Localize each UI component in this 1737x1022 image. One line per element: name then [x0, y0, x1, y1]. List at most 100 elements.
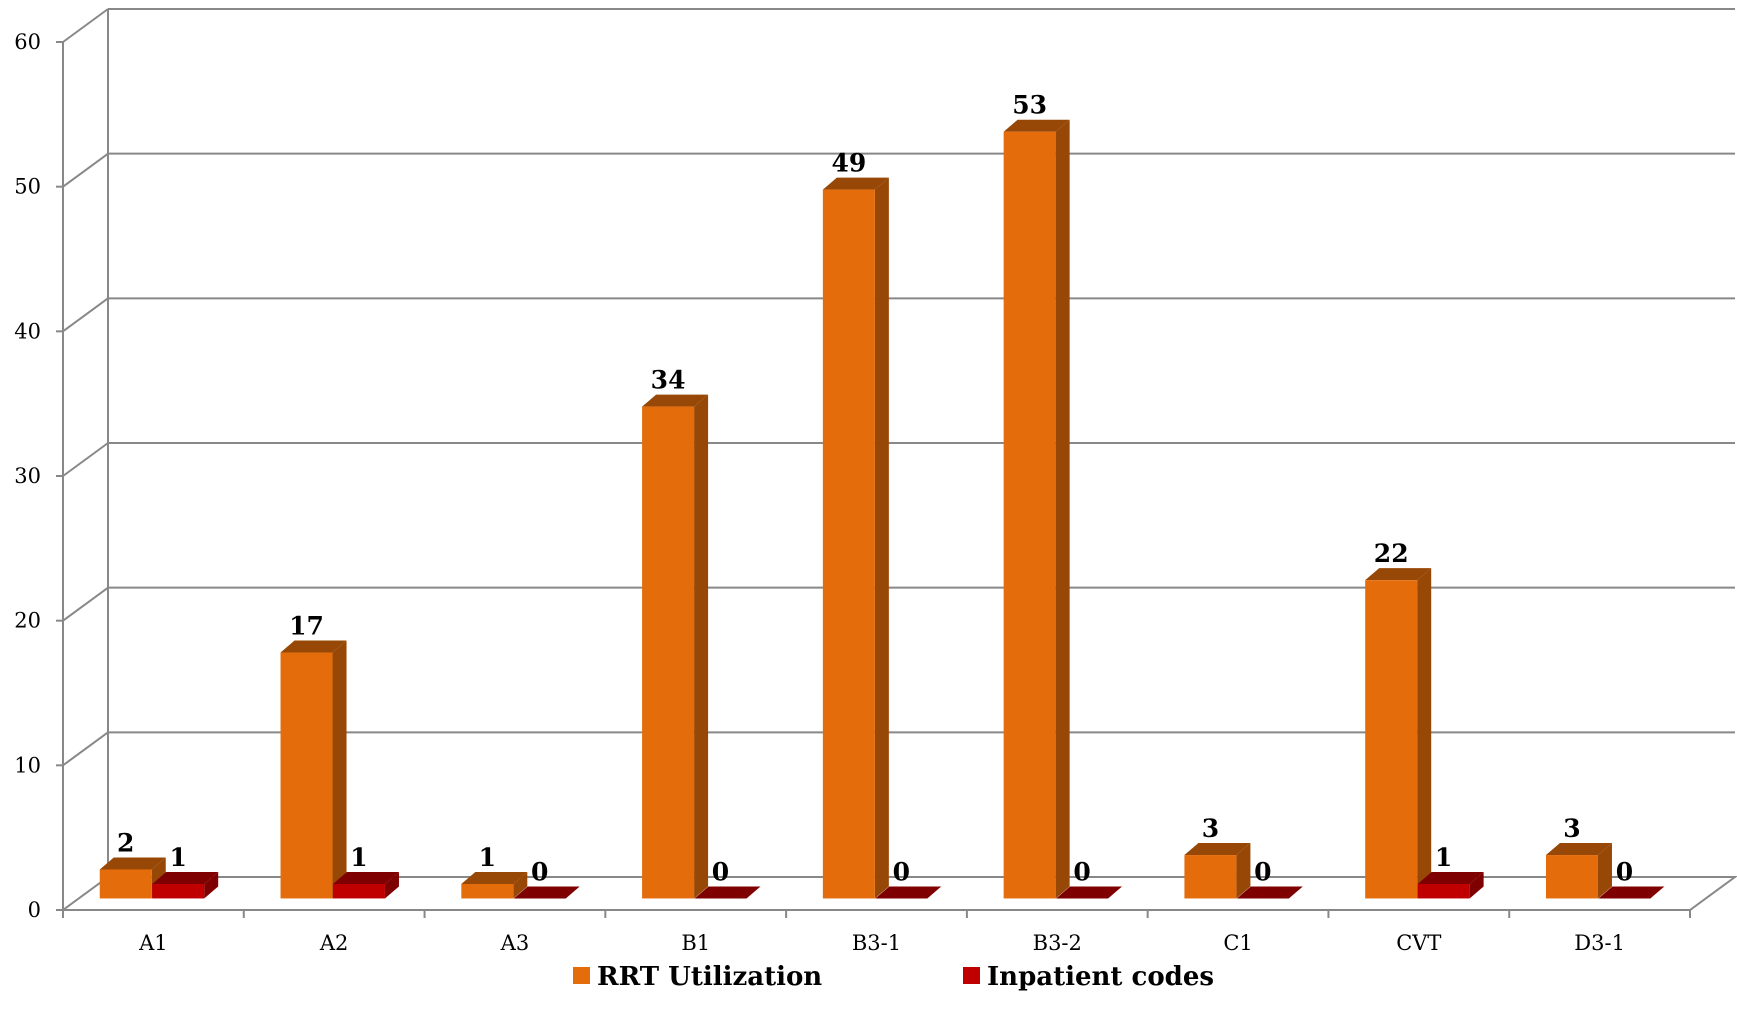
bar-rrt-c1: [1184, 843, 1251, 899]
bar-top: [822, 177, 889, 190]
bar-rrt-b3-2: [1003, 119, 1070, 899]
y-tick-label: 40: [14, 319, 41, 343]
bar-inpatient-c1: [1236, 886, 1303, 899]
y-tick-label: 0: [28, 898, 41, 922]
bar-top: [152, 871, 219, 884]
y-tick-label: 50: [14, 175, 41, 199]
bar-side: [1597, 843, 1612, 899]
data-label: 3: [1202, 814, 1219, 843]
bar-side: [874, 177, 889, 899]
bar-front: [1417, 883, 1470, 899]
data-label: 0: [1254, 857, 1271, 886]
bar-inpatient-b3-2: [1056, 886, 1123, 899]
bar-rrt-b3-1: [822, 177, 889, 899]
bar-top: [1003, 119, 1070, 132]
bar-top: [1365, 568, 1432, 581]
x-tick-label: B3-2: [1033, 931, 1082, 955]
bar-side: [694, 394, 709, 899]
legend-swatch: [573, 967, 590, 984]
bar-inpatient-cvt: [1417, 871, 1484, 899]
bar-side: [1417, 568, 1432, 899]
bar-rrt-d3-1: [1545, 843, 1612, 899]
legend-swatch: [963, 967, 980, 984]
bar-inpatient-b1: [694, 886, 761, 899]
x-tick-label: A1: [138, 931, 168, 955]
bar-front: [642, 406, 695, 899]
bar-top: [461, 871, 528, 884]
data-label: 17: [289, 612, 324, 641]
bar-top: [1056, 886, 1123, 899]
bar-side: [384, 871, 399, 899]
bar-top: [694, 886, 761, 899]
bar-side: [1055, 119, 1070, 899]
gridline-side: [62, 586, 109, 622]
bar-side: [332, 640, 347, 899]
data-label: 1: [1435, 843, 1452, 872]
x-tick-label: CVT: [1396, 931, 1441, 955]
bar-side: [513, 871, 528, 899]
x-tick-label: D3-1: [1574, 931, 1625, 955]
bar-front: [461, 883, 514, 899]
bar-top: [642, 394, 709, 407]
bar-rrt-cvt: [1365, 568, 1432, 899]
data-label: 0: [1073, 857, 1090, 886]
bar-front: [1545, 855, 1598, 899]
data-label: 22: [1374, 539, 1409, 568]
data-labels: 2 17 1 34 49 53 3 22 3 1 1 0 0 0 0 0 1 0: [117, 91, 1633, 887]
bar-front: [1184, 855, 1237, 899]
bar-side: [204, 871, 219, 899]
legend-item-inpatient-codes: Inpatient codes: [963, 962, 1214, 992]
bar-front: [99, 869, 152, 899]
bar-rrt-b1: [642, 394, 709, 899]
y-tick-label: 20: [14, 609, 41, 633]
x-tick-label: C1: [1223, 931, 1252, 955]
data-label: 34: [651, 366, 686, 395]
bar-front: [1365, 580, 1418, 899]
bars: [99, 119, 1665, 899]
legend-label: Inpatient codes: [987, 962, 1214, 992]
data-label: 1: [479, 843, 496, 872]
x-tick-label: A3: [500, 931, 530, 955]
bar-rrt-a2: [280, 640, 347, 899]
data-label: 0: [712, 857, 729, 886]
gridline-side: [62, 8, 109, 43]
bar-side: [1236, 843, 1251, 899]
bar-front: [152, 883, 205, 899]
bar-rrt-a3: [461, 871, 528, 899]
bar-inpatient-a2: [332, 871, 399, 899]
bar-top: [1417, 871, 1484, 884]
bar-side: [1469, 871, 1484, 899]
data-label: 1: [169, 843, 186, 872]
bar-top: [280, 640, 347, 653]
bar-inpatient-d3-1: [1598, 886, 1665, 899]
data-label: 0: [1616, 857, 1633, 886]
y-tick-label: 30: [14, 464, 41, 488]
bar-top: [1184, 843, 1251, 856]
data-label: 53: [1012, 91, 1047, 120]
x-axis-ticks: A1 A2 A3 B1 B3-1 B3-2 C1 CVT D3-1: [62, 910, 1691, 955]
y-tick-label: 10: [14, 753, 41, 777]
y-tick-label: 60: [14, 30, 41, 54]
bar-front: [280, 652, 333, 899]
bar-front: [1003, 131, 1056, 899]
y-axis-ticks: 0 10 20 30 40 50 60: [14, 30, 63, 922]
bar-top: [513, 886, 580, 899]
bar-top: [1598, 886, 1665, 899]
data-label: 3: [1563, 814, 1580, 843]
bar-top: [875, 886, 942, 899]
legend-label: RRT Utilization: [597, 962, 822, 992]
bar-top: [332, 871, 399, 884]
data-label: 2: [117, 829, 134, 858]
gridline-side: [62, 297, 109, 333]
gridline-side: [62, 152, 109, 188]
bar-front: [822, 189, 875, 899]
bar-top: [99, 857, 166, 870]
gridline-side: [62, 731, 109, 767]
gridlines: [62, 8, 1735, 767]
bar-top: [1236, 886, 1303, 899]
bar-inpatient-a1: [152, 871, 219, 899]
data-label: 0: [893, 857, 910, 886]
x-tick-label: B1: [681, 931, 710, 955]
